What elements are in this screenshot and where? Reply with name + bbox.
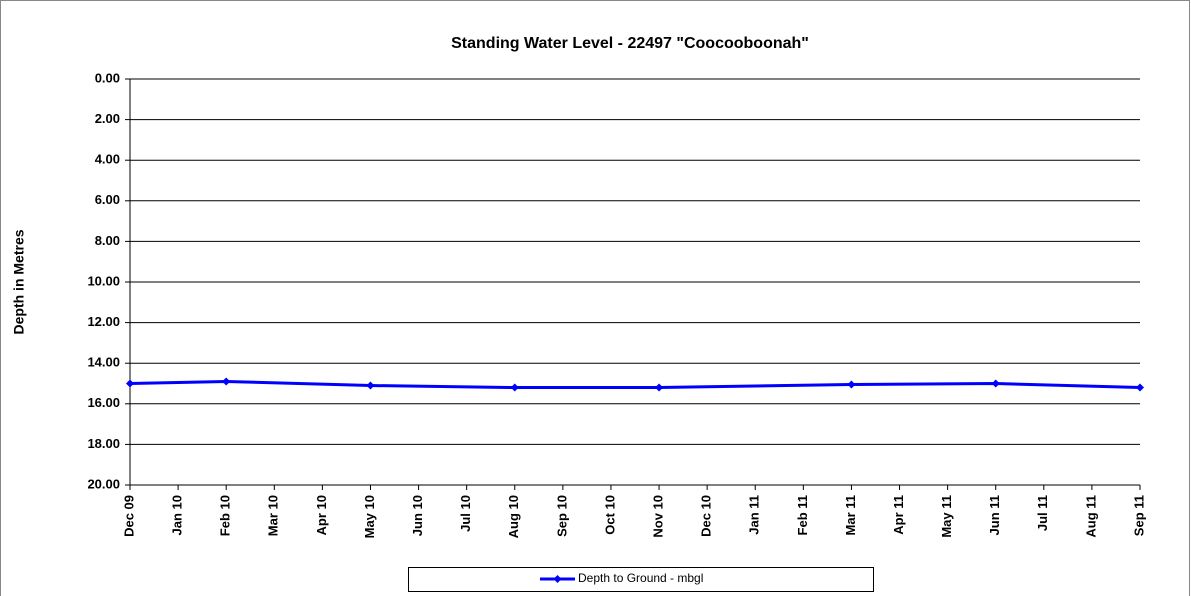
y-tick-label: 0.00 <box>95 70 120 85</box>
y-tick-label: 16.00 <box>87 395 120 410</box>
x-tick-label: Jan 10 <box>170 495 185 535</box>
x-tick-label: Dec 10 <box>699 495 714 537</box>
y-tick-label: 20.00 <box>87 476 120 491</box>
data-point <box>126 379 134 388</box>
x-tick-label: Nov 10 <box>650 495 665 538</box>
y-tick-label: 18.00 <box>87 436 120 451</box>
x-tick-label: Dec 09 <box>121 495 136 537</box>
x-tick-label: Apr 11 <box>891 495 906 535</box>
data-point <box>510 383 519 392</box>
data-point <box>847 380 856 389</box>
y-axis-title: Depth in Metres <box>11 229 27 334</box>
chart-title: Standing Water Level - 22497 "Coocooboon… <box>451 35 809 52</box>
x-tick-label: Jun 10 <box>410 495 425 536</box>
legend-marker <box>553 575 562 583</box>
x-tick-label: Jan 11 <box>747 495 762 535</box>
y-tick-label: 10.00 <box>87 273 120 288</box>
x-tick-label: Mar 10 <box>266 495 281 536</box>
x-tick-label: Mar 11 <box>843 495 858 535</box>
x-tick-label: Feb 11 <box>795 495 810 535</box>
x-tick-label: Jul 10 <box>458 495 473 532</box>
x-tick-label: Oct 10 <box>602 495 617 535</box>
data-point <box>366 381 375 390</box>
x-tick-label: May 11 <box>939 495 954 538</box>
x-tick-label: May 10 <box>362 495 377 538</box>
legend-label: Depth to Ground - mbgl <box>578 571 703 585</box>
data-point <box>655 383 664 392</box>
data-point <box>222 377 231 386</box>
y-tick-label: 4.00 <box>95 152 120 167</box>
data-point <box>991 379 1000 388</box>
x-tick-label: Aug 11 <box>1083 495 1098 538</box>
x-tick-label: Sep 11 <box>1131 495 1146 536</box>
data-line <box>129 379 1141 390</box>
x-tick-label: Aug 10 <box>506 495 521 538</box>
y-tick-label: 8.00 <box>95 233 120 248</box>
data-point <box>1136 383 1144 392</box>
y-tick-label: 14.00 <box>87 355 120 370</box>
x-tick-label: Feb 10 <box>218 495 233 536</box>
legend-box <box>408 567 874 592</box>
x-tick-label: Jul 11 <box>1035 495 1050 531</box>
x-tick-label: Sep 10 <box>554 495 569 537</box>
y-tick-label: 2.00 <box>95 111 120 126</box>
x-tick-label: Apr 10 <box>314 495 329 535</box>
y-tick-label: 6.00 <box>95 192 120 207</box>
y-tick-label: 12.00 <box>87 314 120 329</box>
x-tick-label: Jun 11 <box>987 495 1002 535</box>
